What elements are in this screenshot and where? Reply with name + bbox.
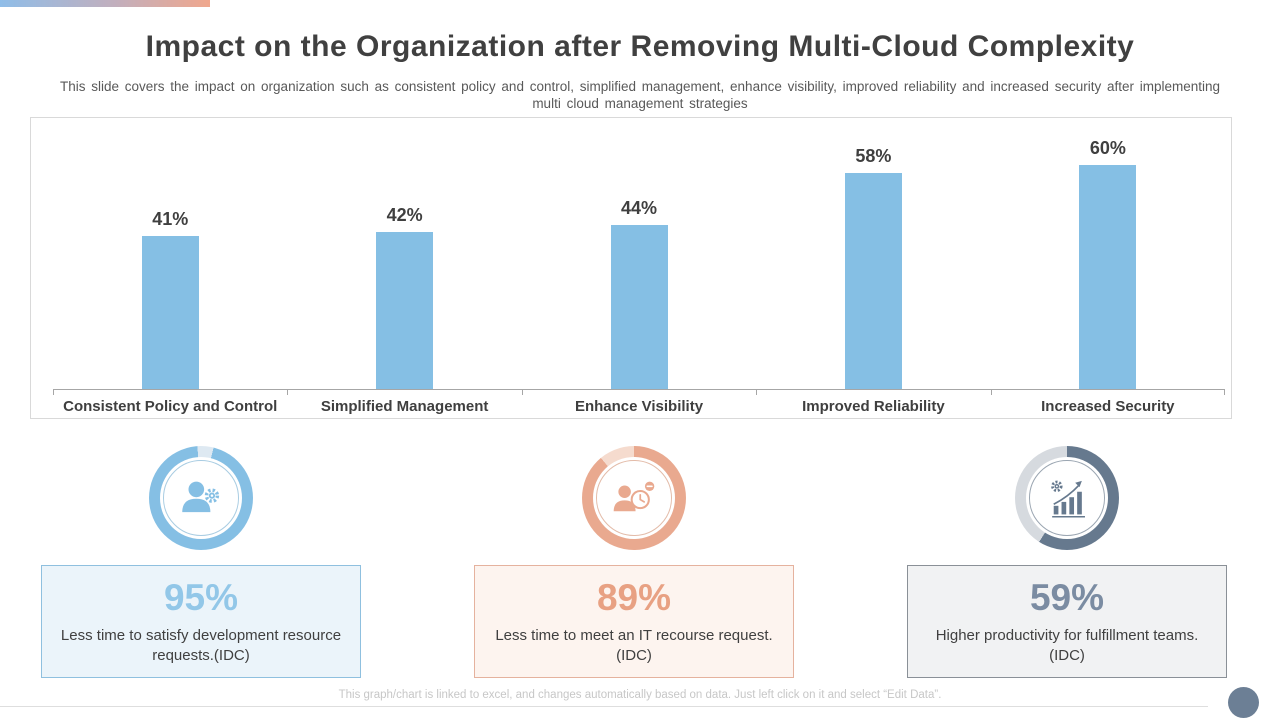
progress-ring-inner-circle bbox=[596, 460, 672, 536]
bar-value-label: 41% bbox=[152, 209, 189, 230]
axis-tick bbox=[756, 389, 758, 395]
chart-plot-area: 41% 42% 44% 58% 60% bbox=[53, 118, 1225, 389]
category-axis: Consistent Policy and Control Simplified… bbox=[53, 398, 1225, 415]
category-label: Enhance Visibility bbox=[574, 398, 704, 415]
bar-chart[interactable]: 41% 42% 44% 58% 60% bbox=[30, 117, 1232, 419]
footer-note: This graph/chart is linked to excel, and… bbox=[338, 689, 942, 701]
bar bbox=[376, 232, 434, 389]
axis-tick bbox=[990, 389, 992, 395]
stat-group-productivity: 59% Higher productivity for fulfillment … bbox=[907, 446, 1227, 678]
stat-card: 89% Less time to meet an IT recourse req… bbox=[474, 565, 794, 678]
bar-value-label: 58% bbox=[855, 145, 892, 166]
axis-tick bbox=[287, 389, 289, 395]
stat-description: Higher productivity for fulfillment team… bbox=[935, 627, 1199, 664]
axis-tick bbox=[521, 389, 523, 395]
axis-tick bbox=[53, 389, 54, 395]
category-label: Improved Reliability bbox=[802, 398, 945, 415]
growth-gear-icon bbox=[1051, 480, 1085, 518]
progress-ring-inner-circle bbox=[163, 460, 239, 536]
top-accent-bar bbox=[0, 0, 210, 7]
bar bbox=[610, 224, 668, 389]
stat-group-development: 95% Less time to satisfy development res… bbox=[41, 446, 361, 678]
stat-card: 95% Less time to satisfy development res… bbox=[41, 565, 361, 678]
progress-ring bbox=[582, 446, 686, 550]
footer-divider bbox=[0, 706, 1208, 707]
bar bbox=[141, 236, 199, 389]
bar bbox=[1079, 165, 1137, 389]
bar-column: 41% bbox=[53, 118, 287, 389]
user-gear-icon bbox=[182, 481, 220, 513]
stat-value: 95% bbox=[163, 576, 239, 618]
bar-value-label: 60% bbox=[1089, 138, 1126, 159]
category-label: Increased Security bbox=[1041, 398, 1175, 415]
stat-card: 59% Higher productivity for fulfillment … bbox=[907, 565, 1227, 678]
stat-description: Less time to meet an IT recourse request… bbox=[495, 627, 773, 664]
slide-subtitle: This slide covers the impact on organiza… bbox=[59, 79, 1221, 111]
progress-ring bbox=[1015, 446, 1119, 550]
stat-value: 59% bbox=[1029, 576, 1105, 618]
bar bbox=[844, 172, 902, 389]
category-label: Simplified Management bbox=[320, 398, 489, 415]
bar-column: 44% bbox=[522, 118, 756, 389]
axis-tick bbox=[1224, 389, 1225, 395]
bar-value-label: 44% bbox=[621, 197, 658, 218]
progress-ring-inner-circle bbox=[1029, 460, 1105, 536]
bar-column: 58% bbox=[756, 118, 990, 389]
footer-dot bbox=[1228, 687, 1259, 718]
bar-column: 42% bbox=[287, 118, 521, 389]
stat-group-it-request: 89% Less time to meet an IT recourse req… bbox=[474, 446, 794, 678]
user-clock-icon bbox=[613, 481, 655, 512]
bar-column: 60% bbox=[991, 118, 1225, 389]
stat-value: 89% bbox=[596, 576, 672, 618]
x-axis-line bbox=[53, 389, 1225, 390]
bar-value-label: 42% bbox=[386, 205, 423, 226]
stat-description: Less time to satisfy development resourc… bbox=[60, 627, 342, 664]
page-title: Impact on the Organization after Removin… bbox=[145, 30, 1135, 63]
progress-ring bbox=[149, 446, 253, 550]
category-label: Consistent Policy and Control bbox=[63, 398, 278, 415]
